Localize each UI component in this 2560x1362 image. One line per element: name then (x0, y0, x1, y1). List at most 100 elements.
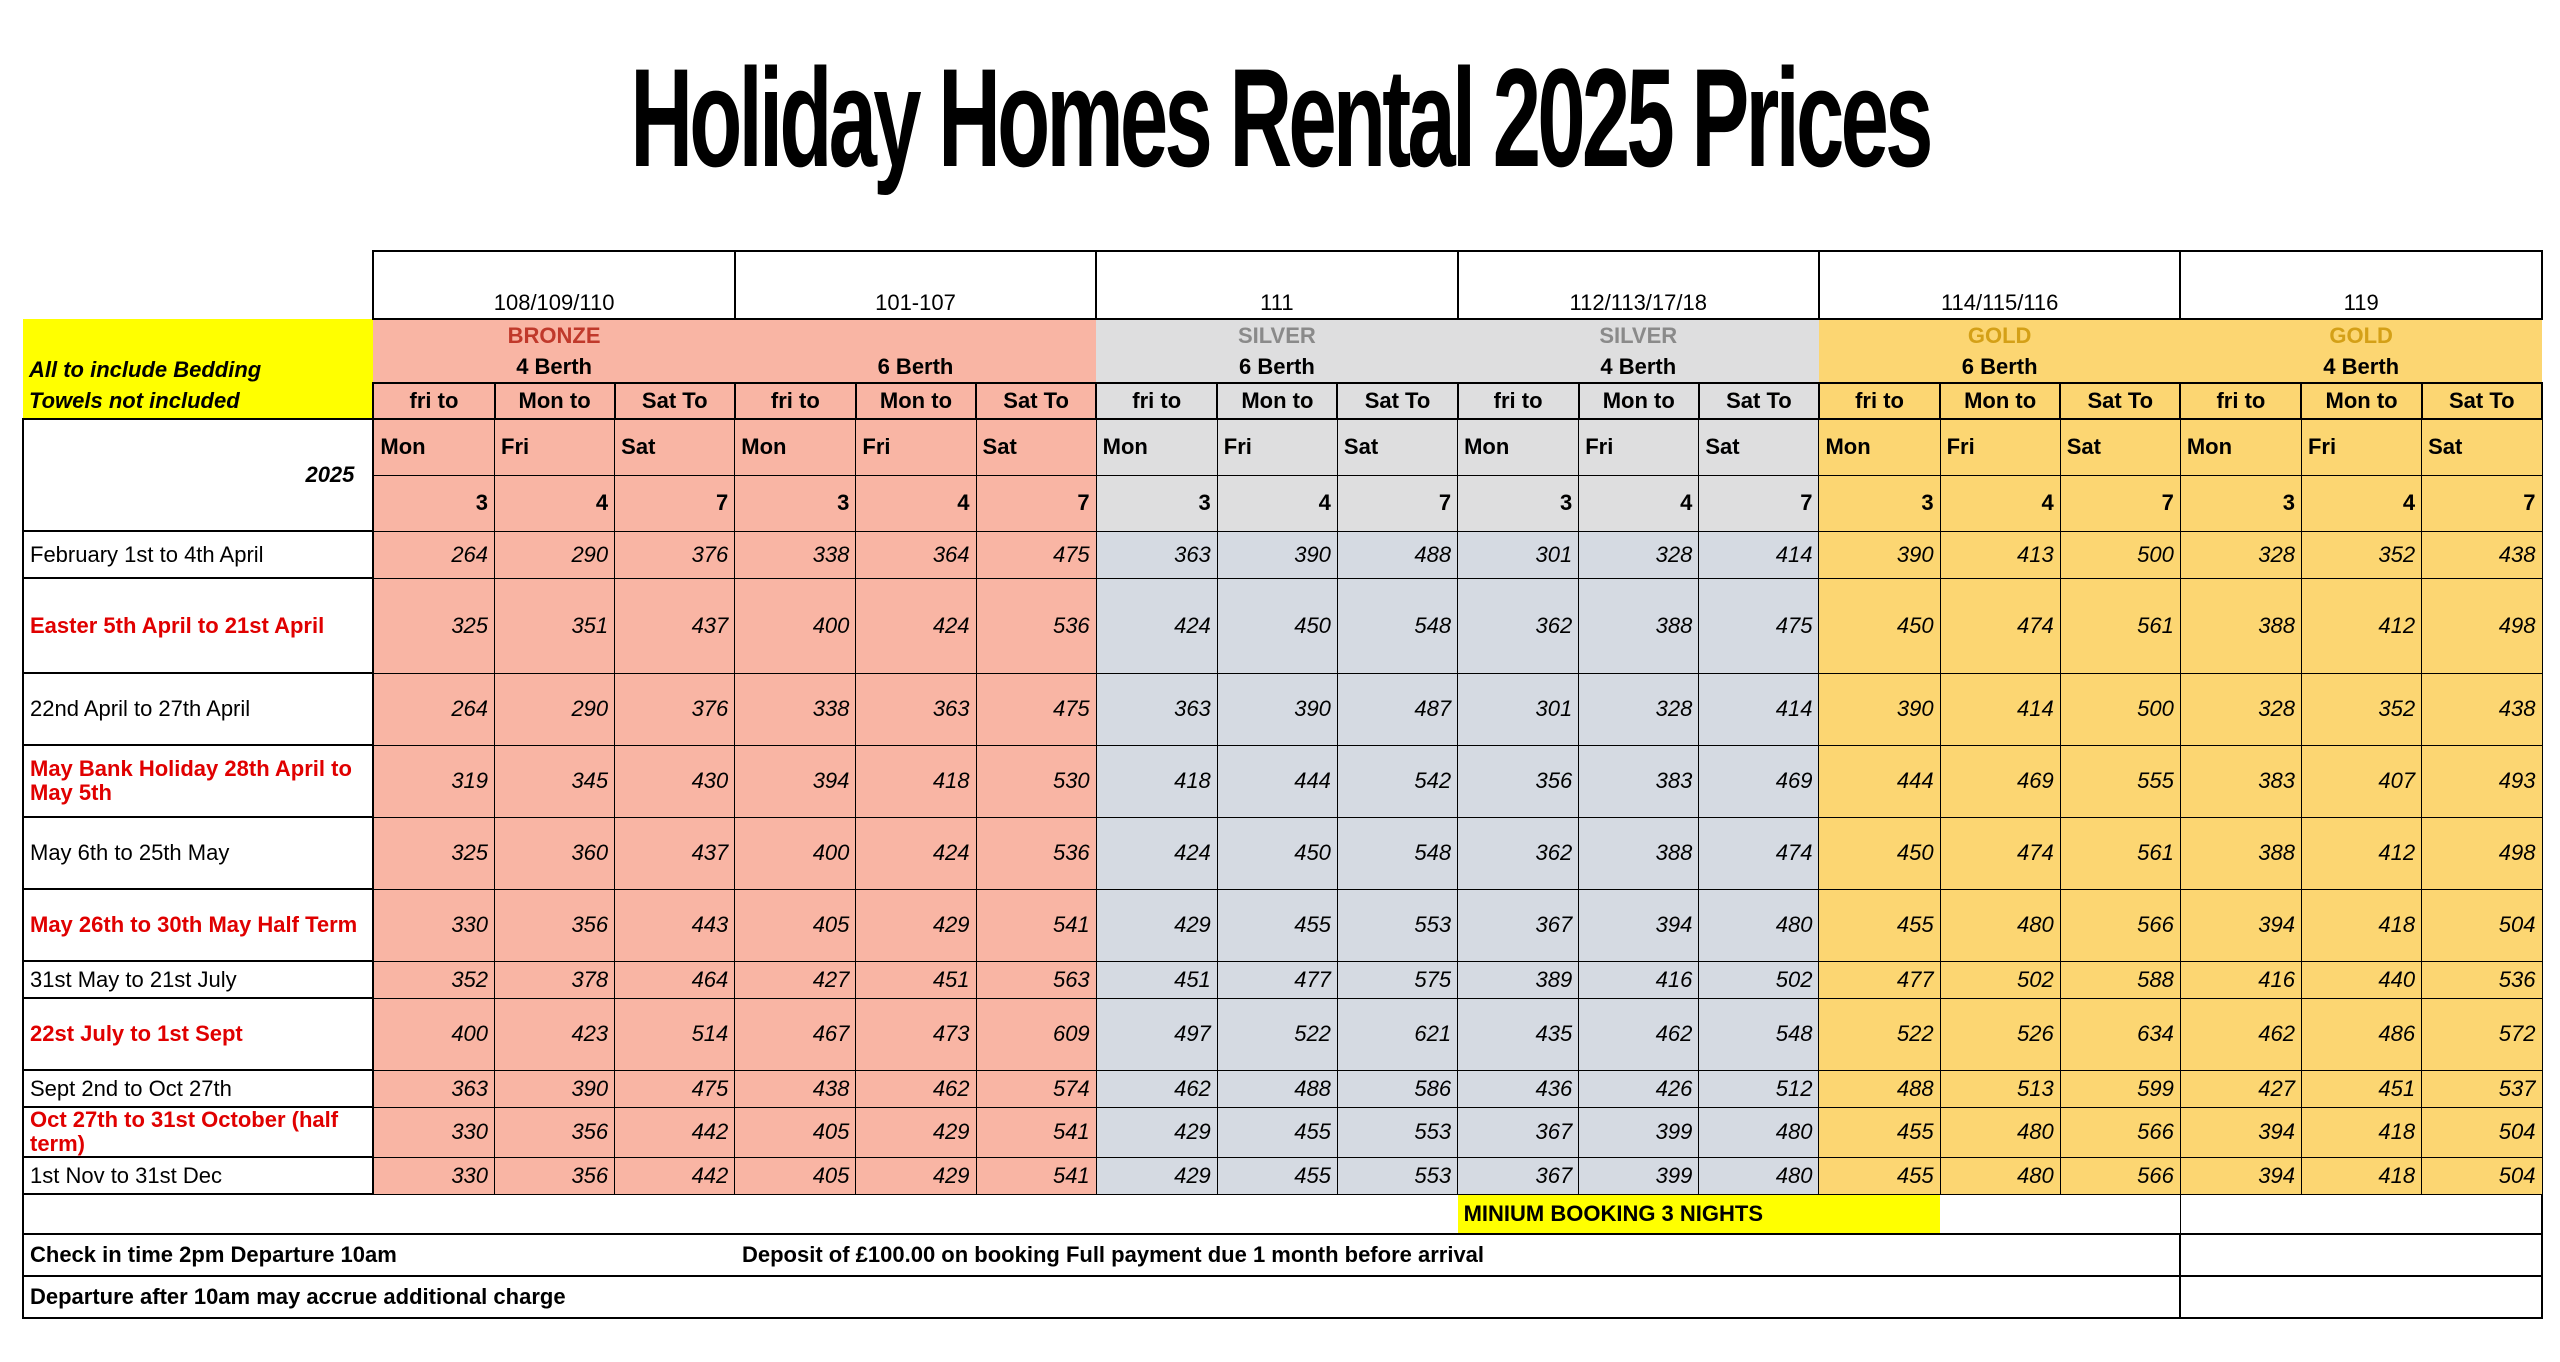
unit-name: 114/115/116 (1817, 250, 2182, 320)
price-cell: 330 (372, 1106, 496, 1158)
price-cell: 443 (614, 888, 736, 962)
price-cell: 414 (1698, 672, 1820, 746)
price-cell: 416 (1578, 960, 1700, 999)
price-cell: 455 (1818, 1156, 1941, 1195)
price-cell: 480 (1939, 1156, 2061, 1195)
price-cell: 462 (1095, 1069, 1218, 1108)
day-header: Sat To (613, 382, 736, 420)
table-row: Easter 5th April to 21st April 325 351 437 4… (21, 577, 2543, 674)
day-sub: Mon (372, 418, 496, 476)
price-cell: 394 (2179, 1156, 2302, 1195)
tier-label (734, 319, 1097, 351)
nights-count: 4 (855, 474, 977, 532)
price-cell: 394 (2179, 888, 2302, 962)
price-cell: 609 (975, 997, 1097, 1071)
price-cell: 264 (372, 530, 496, 579)
price-cell: 526 (1939, 997, 2061, 1071)
price-cell: 376 (614, 672, 736, 746)
period-label: May Bank Holiday 28th April to May 5th (21, 744, 375, 818)
price-cell: 500 (2059, 530, 2181, 579)
day-sub: Mon (734, 418, 857, 476)
price-cell: 405 (734, 1156, 857, 1195)
tier-label: GOLD (2180, 319, 2542, 351)
price-cell: 437 (614, 577, 736, 674)
nights-count: 3 (1095, 474, 1218, 532)
note-spacer (23, 319, 374, 351)
price-cell: 414 (1939, 672, 2061, 746)
price-cell: 442 (614, 1106, 736, 1158)
nights-count: 3 (372, 474, 496, 532)
blank-cell (2179, 1275, 2543, 1319)
price-cell: 475 (975, 672, 1097, 746)
price-cell: 480 (1698, 1106, 1820, 1158)
price-cell: 536 (975, 816, 1097, 890)
price-cell: 319 (372, 744, 496, 818)
day-header: Mon to (854, 382, 978, 420)
price-cell: 437 (614, 816, 736, 890)
price-cell: 418 (2300, 888, 2423, 962)
day-sub: Mon (2179, 418, 2302, 476)
price-cell: 522 (1216, 997, 1338, 1071)
price-cell: 450 (1216, 816, 1338, 890)
tier-label: SILVER (1096, 319, 1458, 351)
price-cell: 561 (2059, 577, 2181, 674)
price-cell: 475 (975, 530, 1097, 579)
minimum-booking-note: MINIUM BOOKING 3 NIGHTS (1457, 1194, 1941, 1234)
price-cell: 383 (2179, 744, 2302, 818)
note-bedding: All to include Bedding (23, 351, 374, 383)
period-label: Oct 27th to 31st October (half term) (21, 1106, 375, 1158)
price-cell: 438 (2421, 530, 2543, 579)
nights-count: 7 (975, 474, 1097, 532)
unit-name: 111 (1095, 250, 1459, 320)
price-cell: 418 (2300, 1156, 2423, 1195)
table-row: 1st Nov to 31st Dec 330 356 442 405 429 541 429… (21, 1156, 2543, 1195)
price-cell: 367 (1457, 1106, 1580, 1158)
day-header: fri to (2179, 382, 2303, 420)
price-cell: 548 (1336, 816, 1459, 890)
price-cell: 389 (1457, 960, 1580, 999)
price-cell: 390 (1216, 530, 1338, 579)
tier-label: GOLD (1818, 319, 2181, 351)
day-sub: Fri (1578, 418, 1700, 476)
price-cell: 462 (2179, 997, 2302, 1071)
price-cell: 566 (2059, 1156, 2181, 1195)
price-cell: 455 (1216, 1106, 1338, 1158)
day-header: Mon to (493, 382, 616, 420)
price-table: 108/109/110 101-107 111 112/113/17/18 114/11… (21, 250, 2544, 1319)
berth-label: 6 Berth (1818, 351, 2181, 383)
table-row: May Bank Holiday 28th April to May 5th 31… (21, 744, 2543, 818)
price-cell: 541 (975, 1106, 1097, 1158)
period-label: May 6th to 25th May (21, 816, 375, 890)
price-cell: 429 (855, 1156, 977, 1195)
price-cell: 388 (2179, 577, 2302, 674)
period-label: 31st May to 21st July (21, 960, 375, 999)
day-sub: Sat (1336, 418, 1459, 476)
price-cell: 444 (1216, 744, 1338, 818)
price-cell: 474 (1698, 816, 1820, 890)
price-cell: 399 (1578, 1106, 1700, 1158)
period-label: 22nd April to 27th April (21, 672, 375, 746)
price-cell: 352 (2300, 672, 2423, 746)
price-cell: 325 (372, 816, 496, 890)
price-cell: 364 (855, 530, 977, 579)
price-cell: 356 (1457, 744, 1580, 818)
day-header: Sat To (1336, 382, 1459, 420)
nights-count: 3 (1818, 474, 1941, 532)
price-cell: 474 (1939, 816, 2061, 890)
day-header: Sat To (2059, 382, 2182, 420)
price-cell: 475 (614, 1069, 736, 1108)
day-header: fri to (1817, 382, 1942, 420)
price-cell: 555 (2059, 744, 2181, 818)
price-cell: 301 (1457, 530, 1580, 579)
price-cell: 418 (2300, 1106, 2423, 1158)
price-cell: 553 (1336, 888, 1459, 962)
day-header: Mon to (2300, 382, 2423, 420)
price-cell: 436 (1457, 1069, 1580, 1108)
nights-count: 7 (1698, 474, 1820, 532)
price-cell: 467 (734, 997, 857, 1071)
price-cell: 405 (734, 1106, 857, 1158)
price-cell: 497 (1095, 997, 1218, 1071)
day-sub: Fri (855, 418, 977, 476)
day-header: fri to (1456, 382, 1580, 420)
price-cell: 548 (1336, 577, 1459, 674)
